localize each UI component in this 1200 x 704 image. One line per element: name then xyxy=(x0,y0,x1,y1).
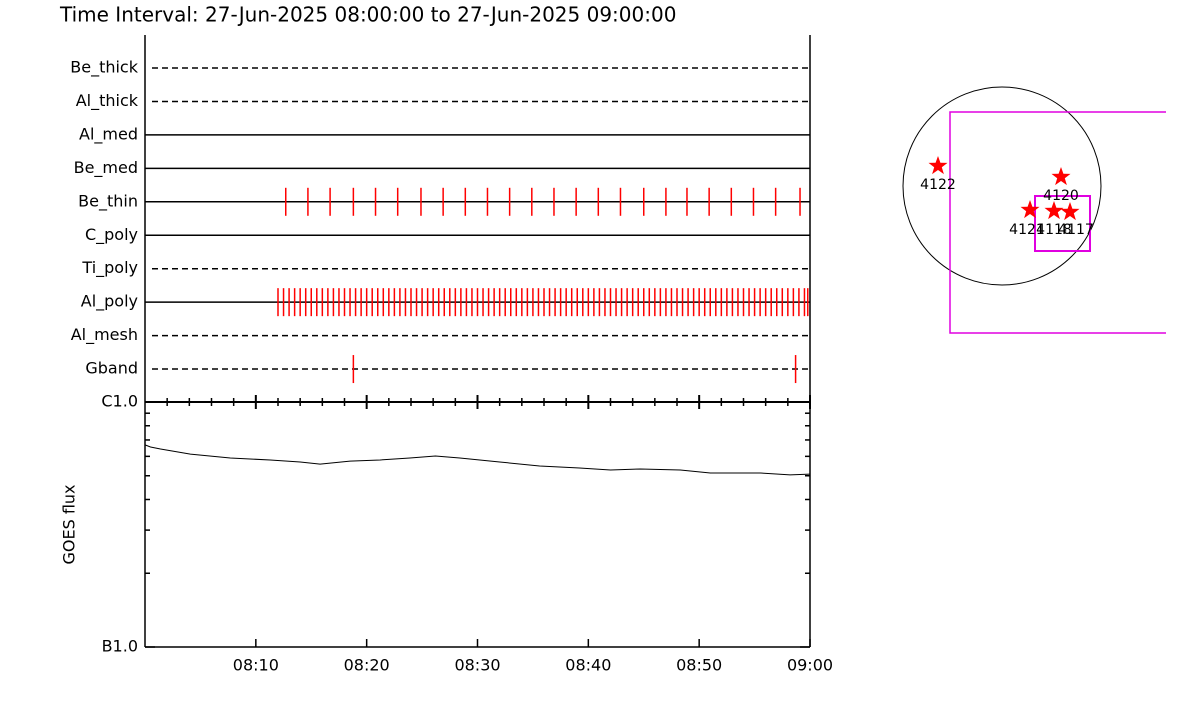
channel-label: Gband xyxy=(85,359,138,378)
channel-label: Al_thick xyxy=(76,91,139,111)
region-label: 4120 xyxy=(1043,188,1079,204)
chart-title: Time Interval: 27-Jun-2025 08:00:00 to 2… xyxy=(59,3,676,27)
x-tick-label: 08:10 xyxy=(233,656,279,675)
region-label: 4117 xyxy=(1058,222,1094,238)
x-tick-label: 08:50 xyxy=(676,656,722,675)
region-star xyxy=(1044,201,1064,220)
region-star xyxy=(1060,202,1080,221)
region-star xyxy=(928,156,948,175)
solar-disk xyxy=(902,86,1102,286)
x-tick-label: 08:30 xyxy=(454,656,500,675)
channel-label: C_poly xyxy=(85,225,138,245)
channel-label: Be_med xyxy=(74,158,138,178)
region-label: 4121 xyxy=(1009,222,1045,238)
channel-label: Al_mesh xyxy=(71,325,138,345)
x-tick-label: 08:20 xyxy=(344,656,390,675)
y-tick-label: C1.0 xyxy=(101,392,138,411)
channel-label: Be_thin xyxy=(78,191,138,211)
region-label: 4122 xyxy=(920,177,956,193)
region-star xyxy=(1020,200,1040,219)
region-star xyxy=(1051,167,1071,186)
channel-label: Al_med xyxy=(79,124,138,144)
y-axis-label: GOES flux xyxy=(60,484,79,564)
channel-label: Al_poly xyxy=(81,292,138,312)
field-of-view xyxy=(949,111,1166,334)
x-tick-label: 08:40 xyxy=(565,656,611,675)
y-tick-label: B1.0 xyxy=(102,637,138,656)
target-box xyxy=(1034,195,1091,252)
channel-label: Be_thick xyxy=(70,58,138,78)
x-tick-label: 09:00 xyxy=(787,656,833,675)
goes-curve xyxy=(144,444,811,476)
region-label: 4118 xyxy=(1036,222,1072,238)
channel-label: Ti_poly xyxy=(81,258,138,278)
